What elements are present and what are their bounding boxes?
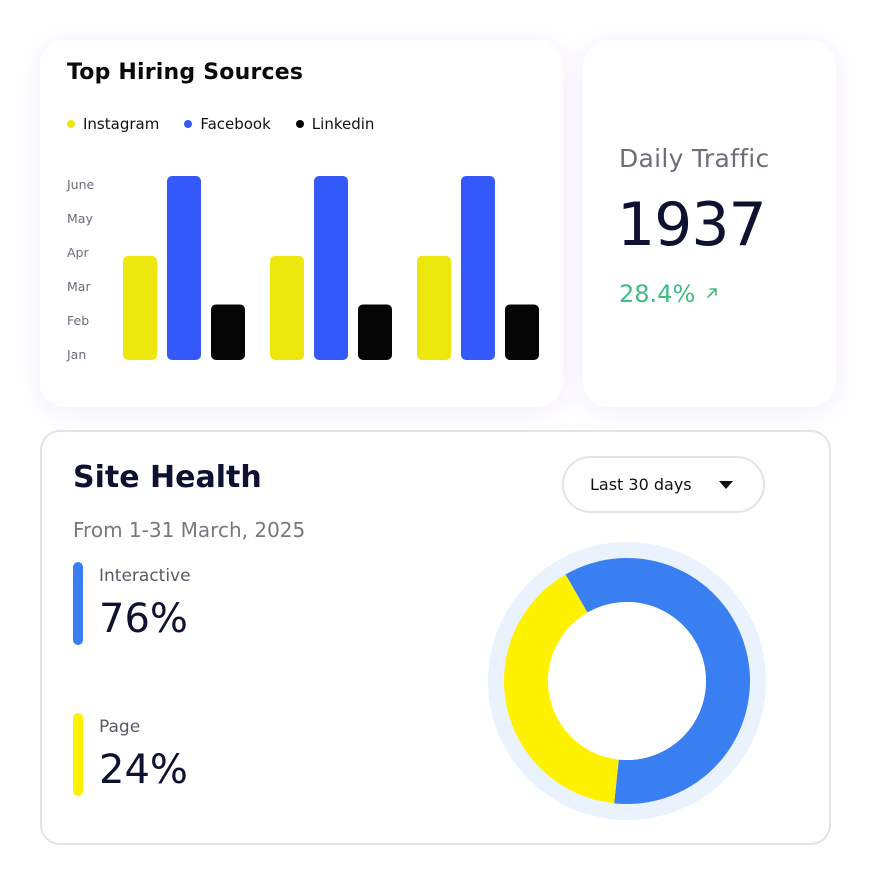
donut-segment-interactive[interactable] [565,558,751,804]
site-health-donut-chart [488,542,766,820]
stat-page-label: Page [99,717,141,737]
date-range-dropdown-label: Last 30 days [590,475,692,494]
stat-interactive-label: Interactive [99,566,191,586]
chart-legend: Instagram Facebook Linkedin [67,115,374,133]
bar-instagram-1[interactable] [123,255,157,360]
legend-dot-linkedin [295,120,304,128]
bar-facebook-1[interactable] [167,176,201,360]
daily-traffic-value: 1937 [617,190,767,260]
stat-page-indicator [73,713,83,796]
y-tick-label: Mar [67,279,91,294]
hiring-sources-card: Top Hiring Sources Instagram Facebook Li… [40,40,563,407]
legend-dot-instagram [67,120,75,128]
stat-page: Page 24% [73,713,188,796]
site-health-card: Site Health From 1-31 March, 2025 Last 3… [40,430,831,845]
site-health-date-range: From 1-31 March, 2025 [73,518,306,542]
y-tick-label: Jan [66,347,86,362]
bar-linkedin-1[interactable] [211,304,245,360]
y-tick-label: Feb [67,313,89,328]
stat-interactive-value: 76% [99,596,188,642]
bar-instagram-3[interactable] [417,255,451,360]
y-tick-label: Apr [67,245,89,260]
stat-interactive: Interactive 76% [73,562,191,645]
arrow-up-right-icon [705,285,719,304]
donut-segment-page[interactable] [503,574,619,804]
daily-traffic-card: Daily Traffic 1937 28.4% [583,40,836,407]
daily-traffic-title: Daily Traffic [619,144,770,173]
legend-label-instagram: Instagram [83,115,160,133]
bar-linkedin-2[interactable] [358,304,392,360]
legend-item-linkedin[interactable]: Linkedin [295,115,375,133]
legend-item-instagram[interactable]: Instagram [67,115,159,133]
daily-traffic-change-value: 28.4% [619,280,696,308]
caret-down-icon [719,480,733,489]
bar-instagram-2[interactable] [270,255,304,360]
bar-facebook-3[interactable] [461,176,495,360]
donut-hole [548,602,706,760]
stat-page-value: 24% [99,747,188,793]
legend-label-linkedin: Linkedin [311,115,375,133]
site-health-title: Site Health [73,460,262,495]
daily-traffic-change: 28.4% [619,280,719,308]
y-tick-label: June [66,177,95,192]
legend-item-facebook[interactable]: Facebook [184,115,271,133]
date-range-dropdown[interactable]: Last 30 days [562,456,765,513]
y-tick-label: May [67,211,93,226]
bar-facebook-2[interactable] [314,176,348,360]
hiring-bar-chart: Jan Feb Mar Apr May June [66,176,539,362]
hiring-sources-title: Top Hiring Sources [67,60,304,85]
legend-dot-facebook [184,120,193,128]
legend-label-facebook: Facebook [200,115,271,133]
stat-interactive-indicator [73,562,83,645]
bar-linkedin-3[interactable] [505,304,539,360]
